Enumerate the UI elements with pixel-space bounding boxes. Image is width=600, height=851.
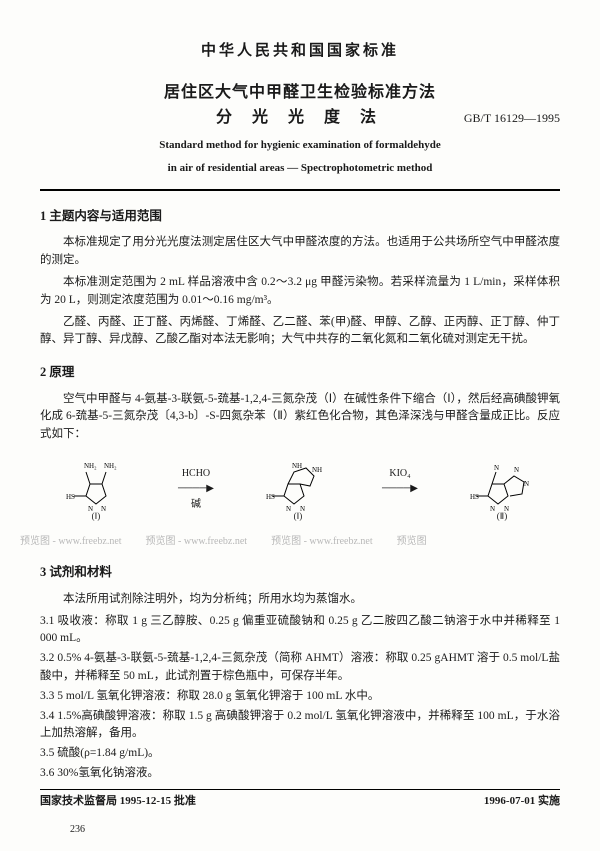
reagent-3-6: 3.6 30%氢氧化钠溶液。 (40, 765, 560, 783)
svg-text:HS: HS (266, 493, 275, 501)
watermark-item: 预览图 (397, 534, 427, 550)
section-1-heading: 1 主题内容与适用范围 (40, 207, 560, 226)
reaction-arrow-1: HCHO ────▶ 碱 (178, 466, 214, 513)
molecule-3: N N N HS N N (Ⅱ) (470, 456, 534, 522)
footer-effective: 1996-07-01 实施 (484, 793, 560, 810)
title-en-1: Standard method for hygienic examination… (40, 137, 560, 154)
watermark-item: 预览图 - www.freebz.net (20, 534, 122, 550)
watermark-item: 预览图 - www.freebz.net (146, 534, 248, 550)
title-line-1: 居住区大气中甲醛卫生检验标准方法 (40, 81, 560, 106)
section-1-para-1: 本标准规定了用分光光度法测定居住区大气中甲醛浓度的方法。也适用于公共场所空气中甲… (40, 234, 560, 270)
section-1-para-3: 乙醛、丙醛、正丁醛、丙烯醛、丁烯醛、乙二醛、苯(甲)醛、甲醇、乙醇、正丙醇、正丁… (40, 314, 560, 350)
section-3-intro: 本法所用试剂除注明外，均为分析纯；所用水均为蒸馏水。 (40, 591, 560, 609)
molecule-1: NH₂ NH₂ HS N N (Ⅰ) (66, 456, 126, 522)
section-1-para-2: 本标准测定范围为 2 mL 样品溶液中含 0.2～3.2 μg 甲醛污染物。若采… (40, 274, 560, 310)
divider-rule (40, 189, 560, 191)
section-3-heading: 3 试剂和材料 (40, 563, 560, 582)
footer-rule (40, 789, 560, 790)
reagent-3-2: 3.2 0.5% 4-氨基-3-联氨-5-巯基-1,2,4-三氮杂茂（简称 AH… (40, 650, 560, 686)
svg-text:NH: NH (312, 466, 322, 474)
title-en-2: in air of residential areas — Spectropho… (40, 160, 560, 177)
watermark-item: 预览图 - www.freebz.net (271, 534, 373, 550)
title-block: 居住区大气中甲醛卫生检验标准方法 分 光 光 度 法 GB/T 16129—19… (40, 81, 560, 177)
page-number: 236 (70, 822, 85, 838)
svg-text:NH₂: NH₂ (84, 462, 97, 470)
molecule-3-label: (Ⅱ) (470, 512, 534, 522)
standard-code: GB/T 16129—1995 (464, 109, 560, 128)
svg-text:N: N (490, 505, 495, 512)
svg-text:N: N (101, 505, 106, 512)
title-line-2: 分 光 光 度 法 (216, 106, 384, 131)
molecule-2: NH NH HS N N (Ⅰ) (266, 456, 330, 522)
reagent-3-4: 3.4 1.5%高碘酸钾溶液：称取 1.5 g 高碘酸钾溶于 0.2 mol/L… (40, 708, 560, 744)
reagent-3-3: 3.3 5 mol/L 氢氧化钾溶液：称取 28.0 g 氢氧化钾溶于 100 … (40, 688, 560, 706)
footer-approval: 国家技术监督局 1995-12-15 批准 (40, 793, 196, 810)
molecule-1-label: (Ⅰ) (66, 512, 126, 522)
svg-text:N: N (524, 480, 529, 488)
svg-text:HS: HS (470, 493, 479, 501)
svg-text:NH: NH (292, 462, 302, 470)
svg-text:N: N (514, 466, 519, 474)
reaction-arrow-2: KIO₄ ────▶ (382, 466, 418, 513)
section-2-heading: 2 原理 (40, 363, 560, 382)
reagent-3-5: 3.5 硫酸(ρ=1.84 g/mL)。 (40, 745, 560, 763)
svg-text:NH₂: NH₂ (104, 462, 117, 470)
country-header: 中华人民共和国国家标准 (40, 40, 560, 63)
watermark-row: 预览图 - www.freebz.net 预览图 - www.freebz.ne… (20, 534, 560, 550)
svg-text:N: N (494, 464, 499, 472)
svg-text:HS: HS (66, 493, 75, 501)
molecule-2-label: (Ⅰ) (266, 512, 330, 522)
svg-text:N: N (286, 505, 291, 512)
footer-row: 国家技术监督局 1995-12-15 批准 1996-07-01 实施 (40, 793, 560, 810)
reagent-3-1: 3.1 吸收液：称取 1 g 三乙醇胺、0.25 g 偏重亚硫酸钠和 0.25 … (40, 613, 560, 649)
reaction-scheme: NH₂ NH₂ HS N N (Ⅰ) HCHO ────▶ 碱 NH NH (40, 456, 560, 522)
section-2-para-1: 空气中甲醛与 4-氨基-3-联氨-5-巯基-1,2,4-三氮杂茂（Ⅰ）在碱性条件… (40, 391, 560, 444)
